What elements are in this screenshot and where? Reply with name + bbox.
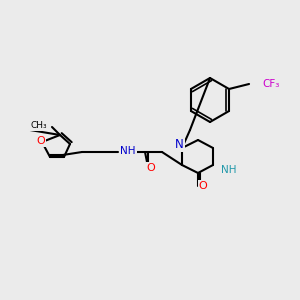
Text: NH: NH	[221, 165, 236, 175]
Text: CF₃: CF₃	[262, 79, 279, 89]
Text: O: O	[199, 181, 207, 191]
Text: N: N	[175, 137, 183, 151]
Text: NH: NH	[120, 146, 136, 156]
Text: CH₃: CH₃	[30, 122, 47, 130]
Text: O: O	[37, 136, 45, 146]
Text: O: O	[147, 163, 155, 173]
